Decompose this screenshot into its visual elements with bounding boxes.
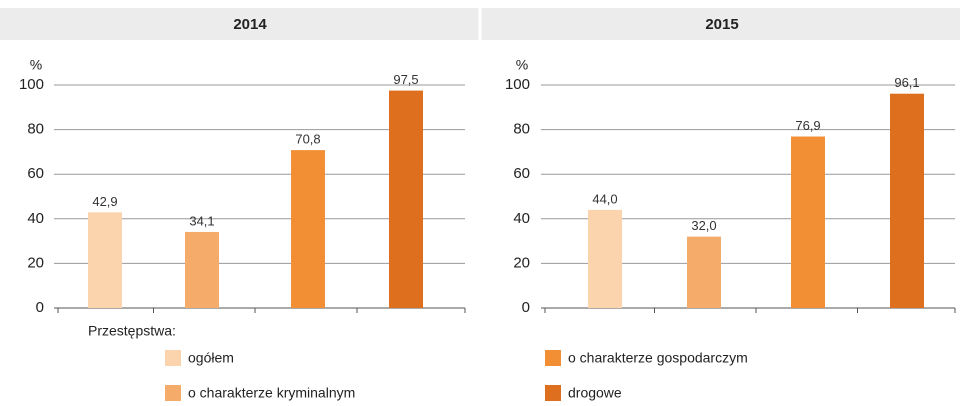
legend-label: drogowe bbox=[568, 385, 622, 401]
legend-label: o charakterze gospodarczym bbox=[568, 350, 748, 366]
legend-swatch bbox=[545, 350, 561, 366]
bar bbox=[890, 93, 924, 309]
value-label: 96,1 bbox=[894, 75, 919, 90]
bar bbox=[389, 90, 423, 308]
chart-title: 2015 bbox=[705, 16, 738, 33]
y-axis-label: % bbox=[516, 57, 528, 73]
legend-swatch bbox=[165, 350, 181, 366]
legend-swatch bbox=[165, 385, 181, 401]
y-tick-label: 20 bbox=[27, 254, 44, 271]
bar bbox=[185, 231, 219, 308]
value-label: 44,0 bbox=[592, 191, 617, 206]
y-tick-label: 100 bbox=[505, 76, 530, 93]
value-label: 32,0 bbox=[691, 218, 716, 233]
y-tick-label: 20 bbox=[513, 254, 530, 271]
bar bbox=[291, 150, 325, 308]
legend-label: o charakterze kryminalnym bbox=[188, 385, 355, 401]
value-label: 97,5 bbox=[393, 72, 418, 87]
y-tick-label: 40 bbox=[27, 210, 44, 227]
bar bbox=[88, 212, 122, 308]
chart-title: 2014 bbox=[233, 16, 267, 33]
y-tick-label: 60 bbox=[27, 165, 44, 182]
y-tick-label: 0 bbox=[36, 299, 44, 316]
y-tick-label: 80 bbox=[27, 121, 44, 138]
value-label: 76,9 bbox=[795, 118, 820, 133]
y-tick-label: 60 bbox=[513, 165, 530, 182]
y-tick-label: 0 bbox=[522, 299, 530, 316]
y-tick-label: 80 bbox=[513, 121, 530, 138]
value-label: 42,9 bbox=[92, 194, 117, 209]
value-label: 70,8 bbox=[295, 132, 320, 147]
bar bbox=[687, 236, 721, 308]
legend-swatch bbox=[545, 385, 561, 401]
bar bbox=[791, 136, 825, 308]
y-tick-label: 100 bbox=[19, 76, 44, 93]
value-label: 34,1 bbox=[189, 213, 214, 228]
bar bbox=[588, 209, 622, 308]
y-tick-label: 40 bbox=[513, 210, 530, 227]
legend-title: Przestępstwa: bbox=[88, 323, 176, 339]
legend-label: ogółem bbox=[188, 350, 234, 366]
y-axis-label: % bbox=[30, 57, 42, 73]
